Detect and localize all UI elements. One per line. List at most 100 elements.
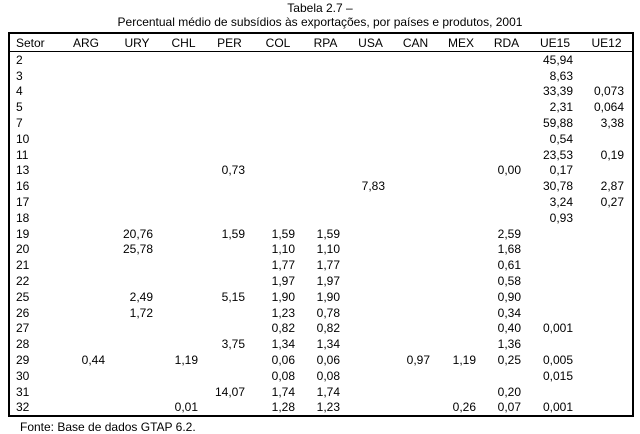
- empty-cell: [161, 131, 206, 147]
- empty-cell: [393, 210, 438, 226]
- table-row: 27 0,82 0,82 0,40 0,001: [9, 321, 633, 337]
- table-row: 5 2,31 0,064: [9, 99, 633, 115]
- empty-cell: [113, 68, 161, 84]
- empty-cell: [303, 99, 348, 115]
- empty-cell: [113, 352, 161, 368]
- sector-cell: 21: [16, 258, 30, 273]
- empty-cell: [161, 178, 206, 194]
- empty-cell: [581, 163, 633, 179]
- empty-cell: [59, 163, 113, 179]
- empty-cell: [206, 84, 253, 100]
- value-cell: 8,63: [549, 68, 573, 83]
- value-cell: 2,49: [129, 289, 153, 304]
- table-row: 26 1,72 1,23 0,78 0,34: [9, 305, 633, 321]
- value-cell: 1,34: [271, 337, 295, 352]
- value-cell: 33,39: [542, 84, 573, 99]
- empty-cell: [484, 210, 529, 226]
- value-cell: 1,23: [271, 305, 295, 320]
- empty-cell: [253, 194, 303, 210]
- empty-cell: [348, 99, 393, 115]
- empty-cell: [581, 68, 633, 84]
- column-header: URY: [113, 33, 161, 52]
- table-row: 25 2,49 5,15 1,90 1,90 0,90: [9, 289, 633, 305]
- value-cell: 1,34: [316, 337, 340, 352]
- empty-cell: [438, 68, 484, 84]
- empty-cell: [59, 273, 113, 289]
- empty-cell: [393, 84, 438, 100]
- column-header: UE12: [581, 33, 633, 52]
- empty-cell: [438, 131, 484, 147]
- empty-cell: [253, 115, 303, 131]
- empty-cell: [393, 178, 438, 194]
- sector-cell: 25: [16, 289, 30, 304]
- empty-cell: [393, 226, 438, 242]
- empty-cell: [113, 257, 161, 273]
- empty-cell: [393, 147, 438, 163]
- empty-cell: [438, 194, 484, 210]
- empty-cell: [161, 257, 206, 273]
- empty-cell: [393, 273, 438, 289]
- empty-cell: [253, 52, 303, 68]
- sector-cell: 5: [16, 100, 23, 115]
- value-cell: 0,27: [600, 195, 624, 210]
- empty-cell: [348, 210, 393, 226]
- column-header: UE15: [529, 33, 581, 52]
- value-cell: 1,77: [316, 258, 340, 273]
- table-body: 2 45,94 3 8,63 4 33,39 0,073 5 2,31 0,064 7 59,88 3,…: [9, 52, 633, 417]
- sector-cell: 29: [16, 353, 30, 368]
- empty-cell: [581, 321, 633, 337]
- value-cell: 0,001: [542, 321, 573, 336]
- table-row: 28 3,75 1,34 1,34 1,36: [9, 336, 633, 352]
- value-cell: 1,77: [271, 258, 295, 273]
- empty-cell: [59, 257, 113, 273]
- empty-cell: [438, 147, 484, 163]
- empty-cell: [581, 210, 633, 226]
- table-row: 3 8,63: [9, 68, 633, 84]
- empty-cell: [59, 305, 113, 321]
- empty-cell: [59, 289, 113, 305]
- sector-cell: 13: [16, 163, 30, 178]
- empty-cell: [206, 400, 253, 417]
- sector-cell: 26: [16, 305, 30, 320]
- empty-cell: [348, 131, 393, 147]
- value-cell: 0,73: [221, 163, 245, 178]
- sector-cell: 17: [16, 195, 30, 210]
- empty-cell: [161, 147, 206, 163]
- table-row: 21 1,77 1,77 0,61: [9, 257, 633, 273]
- table-row: 32 0,01 1,28 1,23 0,26 0,07 0,001: [9, 400, 633, 417]
- table-row: 22 1,97 1,97 0,58: [9, 273, 633, 289]
- empty-cell: [529, 289, 581, 305]
- empty-cell: [206, 321, 253, 337]
- value-cell: 1,90: [271, 289, 295, 304]
- value-cell: 2,31: [549, 100, 573, 115]
- value-cell: 0,61: [497, 258, 521, 273]
- column-header: RDA: [484, 33, 529, 52]
- empty-cell: [581, 368, 633, 384]
- empty-cell: [113, 178, 161, 194]
- column-header: MEX: [438, 33, 484, 52]
- empty-cell: [161, 289, 206, 305]
- value-cell: 1,90: [316, 289, 340, 304]
- empty-cell: [393, 68, 438, 84]
- empty-cell: [348, 226, 393, 242]
- empty-cell: [59, 99, 113, 115]
- value-cell: 0,90: [497, 289, 521, 304]
- empty-cell: [348, 336, 393, 352]
- empty-cell: [581, 242, 633, 258]
- empty-cell: [348, 273, 393, 289]
- empty-cell: [113, 147, 161, 163]
- empty-cell: [393, 400, 438, 417]
- empty-cell: [113, 336, 161, 352]
- table-subtitle: Percentual médio de subsídios às exporta…: [117, 15, 523, 29]
- empty-cell: [348, 368, 393, 384]
- empty-cell: [581, 384, 633, 400]
- value-cell: 1,97: [271, 274, 295, 289]
- empty-cell: [206, 368, 253, 384]
- empty-cell: [529, 242, 581, 258]
- empty-cell: [253, 131, 303, 147]
- empty-cell: [438, 384, 484, 400]
- value-cell: 1,74: [271, 384, 295, 399]
- value-cell: 3,38: [600, 116, 624, 131]
- column-header: CHL: [161, 33, 206, 52]
- value-cell: 1,23: [316, 400, 340, 415]
